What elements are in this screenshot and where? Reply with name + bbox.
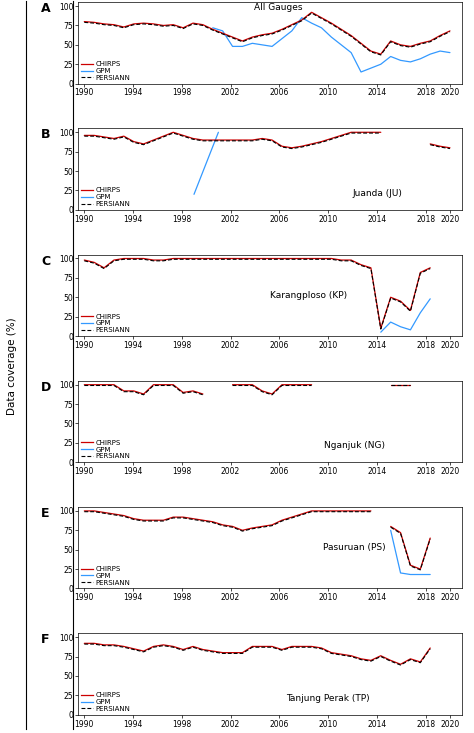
Text: Nganjuk (NG): Nganjuk (NG) [324, 441, 385, 451]
Text: Tanjung Perak (TP): Tanjung Perak (TP) [286, 694, 370, 703]
Text: F: F [41, 633, 50, 647]
Text: Pasuruan (PS): Pasuruan (PS) [323, 543, 386, 552]
Legend: CHIRPS, GPM, PERSIANN: CHIRPS, GPM, PERSIANN [80, 61, 131, 81]
Legend: CHIRPS, GPM, PERSIANN: CHIRPS, GPM, PERSIANN [80, 439, 131, 460]
Text: D: D [40, 381, 51, 394]
Legend: CHIRPS, GPM, PERSIANN: CHIRPS, GPM, PERSIANN [80, 565, 131, 586]
Legend: CHIRPS, GPM, PERSIANN: CHIRPS, GPM, PERSIANN [80, 187, 131, 207]
Text: E: E [41, 507, 50, 520]
Text: All Gauges: All Gauges [254, 4, 302, 12]
Text: C: C [41, 254, 50, 268]
Legend: CHIRPS, GPM, PERSIANN: CHIRPS, GPM, PERSIANN [80, 691, 131, 712]
Text: B: B [41, 128, 50, 141]
Text: A: A [41, 2, 50, 15]
Text: Juanda (JU): Juanda (JU) [353, 189, 402, 198]
Text: Data coverage (%): Data coverage (%) [7, 317, 17, 416]
Text: Karangploso (KP): Karangploso (KP) [270, 291, 347, 300]
Legend: CHIRPS, GPM, PERSIANN: CHIRPS, GPM, PERSIANN [80, 313, 131, 334]
